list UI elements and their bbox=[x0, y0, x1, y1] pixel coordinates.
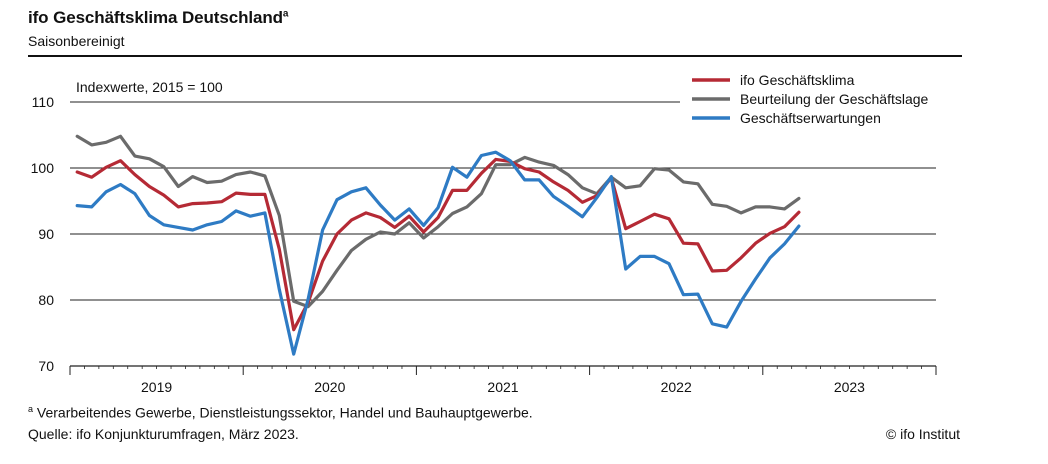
y-tick-label-100: 100 bbox=[31, 160, 55, 176]
chart-title-text: ifo Geschäftsklima Deutschland bbox=[28, 8, 283, 27]
x-tick-label-2021: 2021 bbox=[487, 379, 518, 395]
x-tick-label-2023: 2023 bbox=[834, 379, 865, 395]
y-tick-label-70: 70 bbox=[38, 358, 54, 374]
copyright-note: © ifo Institut bbox=[885, 426, 960, 442]
y-tick-label-80: 80 bbox=[38, 292, 54, 308]
chart-title: ifo Geschäftsklima Deutschlanda bbox=[28, 8, 288, 28]
legend-label-0: ifo Geschäftsklima bbox=[740, 72, 855, 88]
title-divider bbox=[28, 55, 962, 57]
footnote-text: Verarbeitendes Gewerbe, Dienstleistungss… bbox=[36, 404, 533, 421]
x-axis: 2019 2020 2021 2022 2023 bbox=[69, 365, 937, 395]
y-tick-label-110: 110 bbox=[32, 94, 55, 110]
footnote-mark: a bbox=[28, 404, 34, 414]
legend-label-2: Geschäftserwartungen bbox=[740, 110, 881, 126]
legend: ifo Geschäftsklima Beurteilung der Geschä… bbox=[692, 72, 929, 126]
y-tick-label-90: 90 bbox=[38, 226, 54, 242]
grid-lines bbox=[70, 101, 936, 301]
index-annotation: Indexwerte, 2015 = 100 bbox=[76, 79, 223, 95]
footnote: a Verarbeitendes Gewerbe, Dienstleistung… bbox=[28, 404, 533, 421]
chart-subtitle: Saisonbereinigt bbox=[28, 33, 125, 49]
y-axis-ticks: 70 80 90 100 110 bbox=[31, 94, 55, 374]
x-tick-label-2019: 2019 bbox=[141, 379, 172, 395]
legend-label-1: Beurteilung der Geschäftslage bbox=[740, 91, 929, 107]
x-tick-label-2020: 2020 bbox=[314, 379, 345, 395]
source-note: Quelle: ifo Konjunkturumfragen, März 202… bbox=[28, 426, 299, 442]
series-line-2 bbox=[75, 150, 801, 356]
x-tick-label-2022: 2022 bbox=[661, 379, 692, 395]
series-group bbox=[75, 134, 801, 356]
chart-title-footnote-mark: a bbox=[282, 8, 289, 20]
series-line-0 bbox=[75, 157, 801, 332]
series-line-1 bbox=[75, 134, 801, 309]
